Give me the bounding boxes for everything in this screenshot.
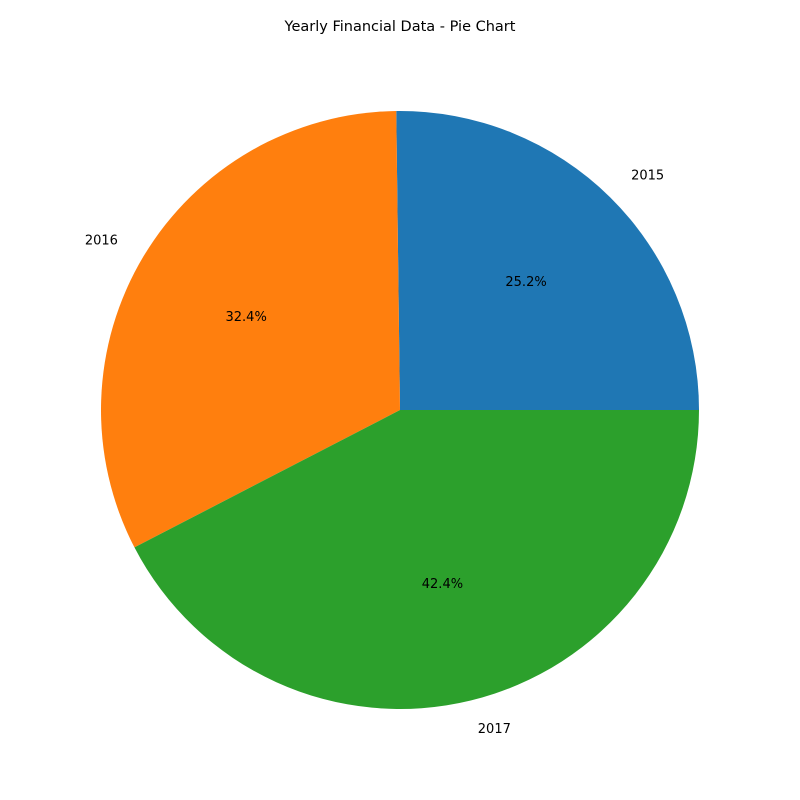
chart-title: Yearly Financial Data - Pie Chart	[284, 19, 516, 35]
percent-label-2017: 42.4%	[422, 577, 463, 592]
pie-slice-2017	[134, 410, 699, 709]
slice-label-2016: 2016	[85, 233, 118, 248]
pie-slice-2016	[101, 111, 400, 548]
pie-slices	[101, 110, 699, 709]
pie-slice-2015	[396, 110, 699, 410]
percent-label-2015: 25.2%	[505, 275, 546, 290]
pie-labels: 2015 25.2% 2016 32.4% 2017 42.4%	[85, 168, 664, 737]
slice-label-2015: 2015	[631, 168, 664, 183]
slice-label-2017: 2017	[478, 722, 511, 737]
percent-label-2016: 32.4%	[226, 310, 267, 325]
